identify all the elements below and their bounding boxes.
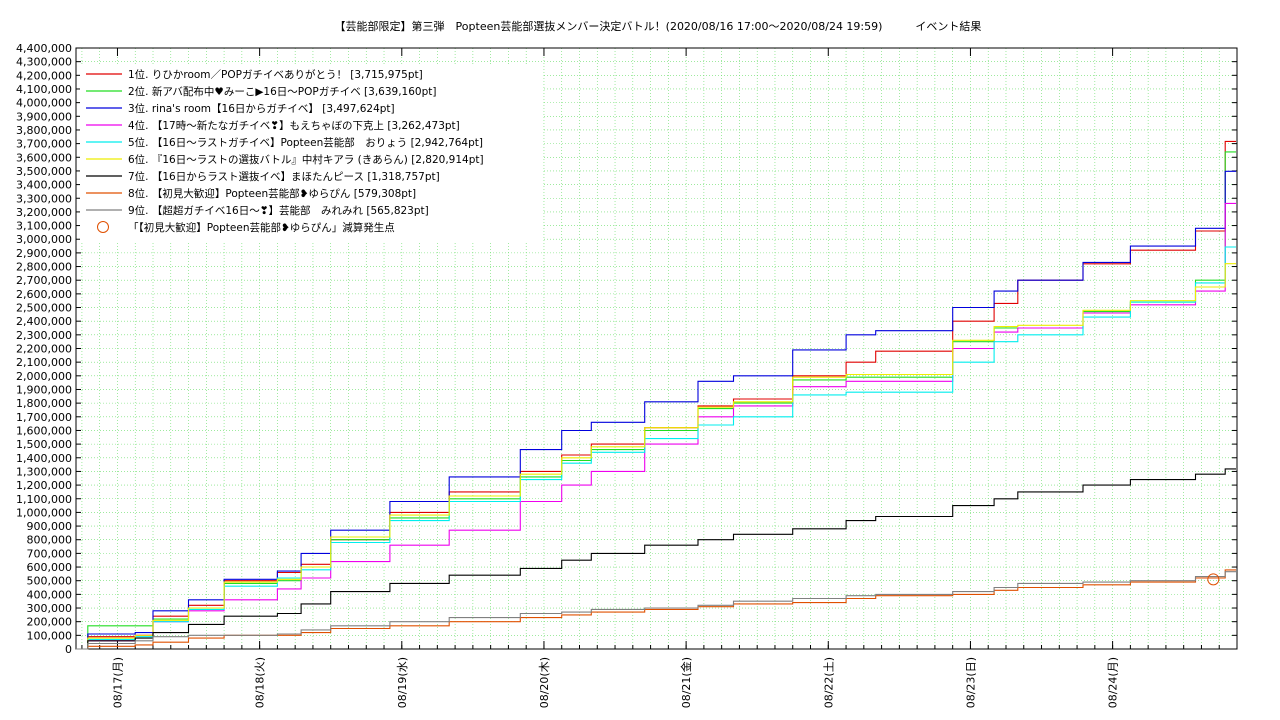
legend-label: 5位. 【16日〜ラストガチイベ】Popteen芸能部 おりょう [2,942,…	[128, 136, 483, 149]
y-tick-label: 0	[65, 643, 72, 656]
x-tick-label: 08/22(土)	[822, 657, 835, 708]
y-tick-label: 2,900,000	[16, 247, 72, 260]
marker-circle	[1207, 573, 1220, 586]
y-tick-label: 600,000	[27, 561, 73, 574]
series-line	[76, 569, 1236, 650]
y-tick-label: 3,100,000	[16, 220, 72, 233]
y-tick-label: 3,200,000	[16, 206, 72, 219]
y-tick-label: 3,900,000	[16, 110, 72, 123]
y-tick-label: 900,000	[27, 520, 73, 533]
x-axis: 08/17(月) 08/18(火) 08/19(水) 08/20(木) 08/21(金)…	[81, 48, 1238, 708]
legend-label: 8位. 【初見大歓迎】Popteen芸能部❥ゆらぴん [579,308pt]	[128, 187, 416, 200]
y-tick-label: 4,300,000	[16, 56, 72, 69]
legend-label: 7位. 【16日からラスト選抜イベ】まほたんピース [1,318,757pt]	[128, 170, 440, 183]
y-axis: 0100,000200,000300,000400,000500,000600,…	[16, 42, 1237, 656]
series-lines	[76, 140, 1236, 650]
y-tick-label: 2,500,000	[16, 302, 72, 315]
series-line	[76, 170, 1236, 650]
legend-background	[80, 64, 542, 242]
y-tick-label: 400,000	[27, 588, 73, 601]
x-tick-label: 08/21(金)	[679, 657, 693, 708]
y-tick-label: 1,600,000	[16, 424, 72, 437]
y-tick-label: 1,700,000	[16, 411, 72, 424]
markers	[1207, 573, 1220, 586]
y-tick-label: 1,200,000	[16, 479, 72, 492]
legend-label: 9位. 【超超ガチイベ16日〜❣】芸能部 みれみれ [565,823pt]	[128, 204, 429, 217]
y-tick-label: 1,900,000	[16, 383, 72, 396]
y-tick-label: 1,000,000	[16, 506, 72, 519]
series-line	[76, 571, 1236, 650]
legend: 1位. りひかroom／POPガチイベありがとう！ [3,715,975pt] 2…	[80, 64, 542, 242]
y-tick-label: 100,000	[27, 629, 73, 642]
y-tick-label: 4,200,000	[16, 69, 72, 82]
x-tick-label: 08/18(火)	[254, 657, 267, 708]
x-tick-label: 08/23(日)	[964, 657, 977, 708]
y-tick-label: 700,000	[27, 547, 73, 560]
y-tick-label: 2,800,000	[16, 261, 72, 274]
y-tick-label: 2,300,000	[16, 329, 72, 342]
x-tick-label: 08/19(水)	[396, 657, 409, 708]
series-line	[76, 468, 1236, 650]
y-tick-label: 3,300,000	[16, 192, 72, 205]
y-tick-label: 200,000	[27, 616, 73, 629]
y-tick-label: 3,400,000	[16, 179, 72, 192]
y-tick-label: 3,800,000	[16, 124, 72, 137]
legend-label: 1位. りひかroom／POPガチイベありがとう！ [3,715,975pt]	[128, 68, 423, 81]
legend-label: 4位. 【17時〜新たなガチイベ❣】もえちゃぼの下克上 [3,262,473pt…	[128, 119, 460, 132]
legend-marker	[97, 221, 109, 233]
y-tick-label: 3,600,000	[16, 151, 72, 164]
y-tick-label: 4,000,000	[16, 97, 72, 110]
y-tick-label: 1,400,000	[16, 452, 72, 465]
y-tick-label: 1,100,000	[16, 493, 72, 506]
y-tick-label: 500,000	[27, 575, 73, 588]
y-tick-label: 3,000,000	[16, 233, 72, 246]
chart-title: 【芸能部限定】第三弾 Popteen芸能部選抜メンバー決定バトル！(2020/0…	[335, 19, 982, 33]
y-tick-label: 2,700,000	[16, 274, 72, 287]
y-tick-label: 4,100,000	[16, 83, 72, 96]
y-tick-label: 3,500,000	[16, 165, 72, 178]
y-tick-label: 3,700,000	[16, 138, 72, 151]
legend-label: 「【初見大歓迎】Popteen芸能部❥ゆらぴん」減算発生点	[128, 221, 395, 234]
y-tick-label: 1,800,000	[16, 397, 72, 410]
y-tick-label: 300,000	[27, 602, 73, 615]
y-tick-label: 2,000,000	[16, 370, 72, 383]
series-line	[76, 202, 1236, 650]
series-line	[76, 263, 1236, 650]
legend-label: 3位. rina's room【16日からガチイベ】 [3,497,624pt]	[128, 102, 395, 115]
y-tick-label: 2,100,000	[16, 356, 72, 369]
y-tick-label: 800,000	[27, 534, 73, 547]
y-tick-label: 1,300,000	[16, 465, 72, 478]
legend-label: 6位. 『16日〜ラストの選抜バトル』中村キアラ (きあらん) [2,820,9…	[128, 153, 484, 166]
y-tick-label: 4,400,000	[16, 42, 72, 55]
legend-label: 2位. 新アバ配布中♥みーこ▶16日〜POPガチイベ [3,639,160pt]	[128, 85, 436, 98]
x-tick-label: 08/24(月)	[1107, 657, 1120, 708]
y-tick-label: 1,500,000	[16, 438, 72, 451]
plot-frame	[75, 47, 1238, 650]
y-tick-label: 2,600,000	[16, 288, 72, 301]
x-tick-label: 08/20(木)	[538, 657, 551, 708]
x-tick-label: 08/17(月)	[111, 657, 124, 708]
y-tick-label: 2,400,000	[16, 315, 72, 328]
y-tick-label: 2,200,000	[16, 343, 72, 356]
